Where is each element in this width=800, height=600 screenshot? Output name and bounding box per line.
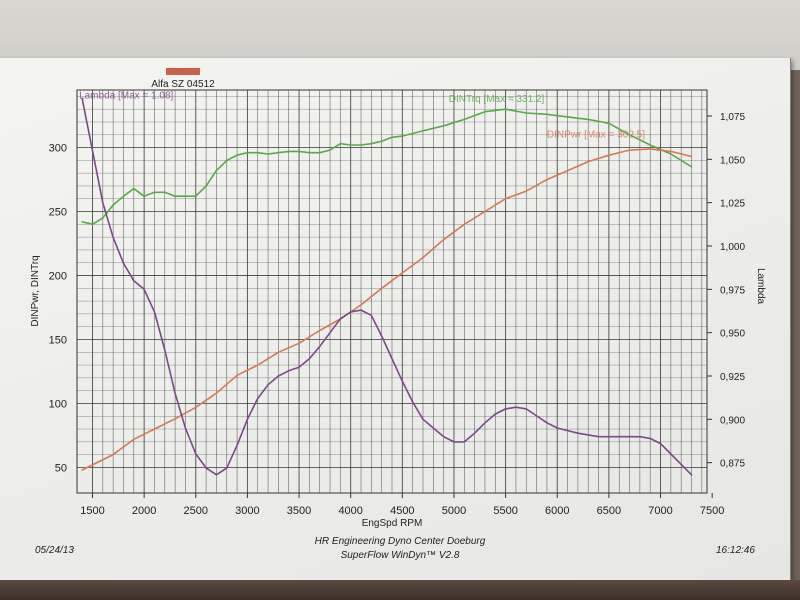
desk-surface	[0, 580, 800, 600]
y-left-tick-label: 300	[49, 143, 67, 155]
y-left-tick-label: 50	[55, 462, 67, 474]
chart-title: Alfa SZ 04512	[151, 79, 215, 90]
y-right-tick-label: 0,950	[720, 329, 745, 340]
footer-software: SuperFlow WinDyn™ V2.8	[340, 550, 460, 561]
series-annotations: DINTrq [Max = 331.2] DINPwr [Max = 302.5]…	[79, 91, 645, 141]
x-tick-label: 3000	[235, 505, 259, 517]
y-axis-label-right: Lambda	[755, 268, 766, 305]
footer-company: HR Engineering Dyno Center Doeburg	[314, 536, 486, 547]
y-right-tick-label: 1,075	[720, 112, 745, 123]
y-right-tick-label: 0,975	[720, 285, 745, 296]
x-tick-label: 1500	[80, 505, 104, 517]
annotation-dintrq: DINTrq [Max = 331.2]	[449, 94, 545, 105]
y-left-tick-label: 100	[49, 398, 67, 410]
legend-swatch	[166, 68, 200, 75]
x-tick-label: 4000	[338, 505, 362, 517]
plot-frame	[76, 89, 708, 494]
y-right-tick-label: 0,925	[720, 372, 745, 383]
y-right-tick-label: 0,875	[720, 459, 745, 470]
grid	[77, 90, 707, 493]
series-line-dinpwr	[81, 148, 693, 471]
annotation-lambda: Lambda [Max = 1.08]	[79, 91, 173, 102]
y-right-tick-label: 1,025	[720, 199, 745, 210]
y-right-tick-label: 1,050	[720, 155, 745, 166]
x-tick-label: 7500	[700, 505, 724, 517]
y-left-tick-label: 200	[49, 271, 67, 283]
axis-ticks: 1500 2000 2500 3000 3500 4000 4500 5000 5500 6000…	[49, 112, 746, 517]
x-tick-label: 5500	[493, 505, 517, 517]
annotation-dinpwr: DINPwr [Max = 302.5]	[547, 130, 645, 141]
x-tick-label: 6500	[597, 505, 621, 517]
x-tick-label: 7000	[648, 505, 672, 517]
y-right-tick-label: 1,000	[720, 242, 745, 253]
x-tick-label: 2500	[184, 505, 208, 517]
y-right-tick-label: 0,900	[720, 415, 745, 426]
print-date: 05/24/13	[35, 545, 74, 556]
x-tick-label: 3500	[287, 505, 311, 517]
x-tick-label: 4500	[390, 505, 414, 517]
series-line-lambda	[81, 97, 693, 476]
y-left-tick-label: 250	[49, 207, 67, 219]
y-axis-label-left: DINPwr, DINTrq	[30, 255, 41, 326]
x-axis-label: EngSpd RPM	[362, 518, 423, 529]
series-line-dintrq	[81, 108, 693, 226]
x-tick-label: 5000	[442, 505, 466, 517]
x-tick-label: 6000	[545, 505, 569, 517]
series-lines	[81, 97, 693, 476]
y-left-tick-label: 150	[49, 334, 67, 346]
x-tick-label: 2000	[132, 505, 156, 517]
print-time: 16:12:46	[716, 545, 755, 556]
